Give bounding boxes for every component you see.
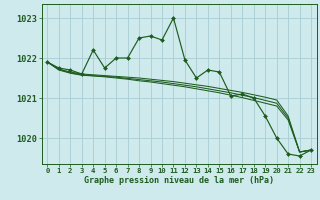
X-axis label: Graphe pression niveau de la mer (hPa): Graphe pression niveau de la mer (hPa) — [84, 176, 274, 185]
